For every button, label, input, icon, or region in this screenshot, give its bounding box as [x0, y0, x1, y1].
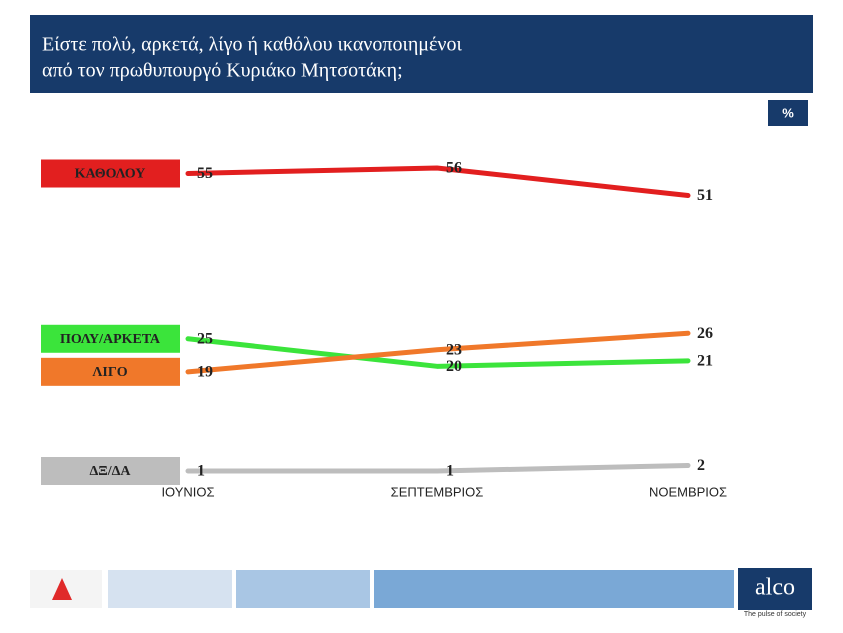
legend-box — [41, 324, 180, 353]
series-line — [185, 336, 691, 369]
legend-label: ΛΙΓΟ — [92, 365, 127, 380]
chart-title: από τον πρωθυπουργό Κυριάκο Μητσοτάκη; — [42, 60, 403, 82]
series-line — [185, 462, 691, 474]
brand-logo: alco — [755, 575, 795, 601]
footer-band — [236, 570, 370, 608]
unit-label: % — [782, 105, 794, 120]
legend-label: ΔΞ/ΔΑ — [89, 464, 131, 479]
legend-label: ΚΑΘΟΛΟΥ — [75, 167, 146, 182]
footer-band — [108, 570, 232, 608]
legend-box — [41, 457, 180, 485]
series-line — [185, 330, 691, 375]
data-label: 23 — [446, 341, 462, 358]
data-label: 51 — [697, 187, 713, 204]
brand-box — [738, 568, 812, 610]
data-label: 56 — [446, 160, 462, 177]
legend-label: ΠΟΛΥ/ΑΡΚΕΤΑ — [60, 332, 161, 347]
x-tick-label: ΣΕΠΤΕΜΒΡΙΟΣ — [391, 484, 484, 499]
data-label: 1 — [446, 463, 454, 480]
data-label: 55 — [197, 165, 213, 182]
legend-box — [41, 357, 180, 386]
footer-band — [374, 570, 734, 608]
data-label: 1 — [197, 463, 205, 480]
data-label: 2 — [697, 457, 705, 474]
series-line — [185, 165, 691, 199]
data-label: 19 — [197, 364, 213, 381]
chart-title: Είστε πολύ, αρκετά, λίγο ή καθόλου ικανο… — [42, 34, 462, 56]
x-tick-label: ΝΟΕΜΒΡΙΟΣ — [649, 484, 727, 499]
x-tick-label: ΙΟΥΝΙΟΣ — [161, 484, 214, 499]
unit-box — [768, 100, 808, 126]
data-label: 20 — [446, 358, 462, 375]
footer-logo-icon — [52, 578, 72, 600]
data-label: 25 — [197, 330, 213, 347]
header-band — [30, 15, 813, 93]
data-label: 26 — [697, 325, 713, 342]
data-label: 21 — [697, 352, 713, 369]
brand-tagline: The pulse of society — [744, 611, 807, 618]
legend-box — [41, 159, 180, 188]
footer: alco The pulse of society — [30, 568, 812, 618]
